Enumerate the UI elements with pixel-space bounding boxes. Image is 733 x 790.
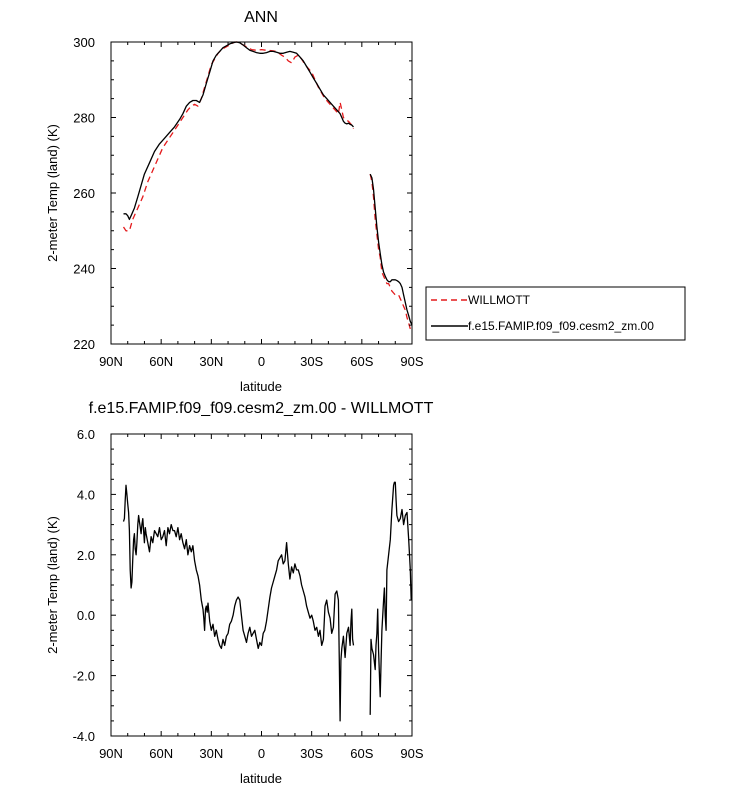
top-x-tick-label: 30S	[300, 354, 323, 369]
top-series-line-f-e15-famip-f09-f09-cesm2-zm-00	[369, 173, 413, 326]
legend-label-cesm2: f.e15.FAMIP.f09_f09.cesm2_zm.00	[468, 319, 654, 333]
top-x-ticks: 90N 60N 30N 0 30S 60S 90S	[99, 42, 424, 369]
top-y-tick-label: 240	[73, 262, 95, 277]
top-x-axis-label: latitude	[240, 379, 282, 394]
top-x-tick-label: 30N	[199, 354, 223, 369]
bot-x-tick-label: 0	[258, 746, 265, 761]
top-series-line-f-e15-famip-f09-f09-cesm2-zm-00	[123, 41, 354, 221]
top-series-line-willmott	[122, 41, 355, 232]
top-x-tick-label: 90N	[99, 354, 123, 369]
top-y-tick-label: 260	[73, 186, 95, 201]
bottom-plot-area	[122, 481, 412, 722]
bot-y-tick-label: 6.0	[77, 427, 95, 442]
bot-series-line-difference	[369, 481, 412, 715]
bot-y-tick-label: 4.0	[77, 487, 95, 502]
bot-x-tick-label: 30N	[199, 746, 223, 761]
bot-y-tick-label: 0.0	[77, 608, 95, 623]
bot-x-tick-label: 60N	[149, 746, 173, 761]
bottom-y-ticks: -4.0 -2.0 0.0 2.0 4.0 6.0	[73, 427, 412, 744]
top-x-tick-label: 0	[258, 354, 265, 369]
top-y-tick-label: 300	[73, 35, 95, 50]
bot-x-tick-label: 90N	[99, 746, 123, 761]
bot-y-tick-label: -2.0	[73, 669, 95, 684]
bottom-chart: f.e15.FAMIP.f09_f09.cesm2_zm.00 - WILLMO…	[45, 400, 434, 786]
bot-x-tick-label: 90S	[400, 746, 423, 761]
bottom-x-axis-label: latitude	[240, 771, 282, 786]
top-x-tick-label: 60N	[149, 354, 173, 369]
bot-y-tick-label: -4.0	[73, 729, 95, 744]
top-y-ticks: 220 240 260 280 300	[73, 35, 412, 352]
bot-x-tick-label: 30S	[300, 746, 323, 761]
top-y-axis-label: 2-meter Temp (land) (K)	[45, 124, 60, 262]
bottom-plot-frame	[110, 433, 413, 737]
top-x-tick-label: 60S	[350, 354, 373, 369]
top-x-tick-label: 90S	[400, 354, 423, 369]
legend: WILLMOTT f.e15.FAMIP.f09_f09.cesm2_zm.00	[425, 286, 686, 341]
legend-label-willmott: WILLMOTT	[468, 293, 531, 307]
legend-box	[425, 286, 686, 341]
bottom-y-axis-label: 2-meter Temp (land) (K)	[45, 516, 60, 654]
top-y-tick-label: 220	[73, 337, 95, 352]
bot-series-line-difference	[122, 484, 355, 722]
top-chart-title: ANN	[244, 9, 278, 26]
top-plot-area	[122, 41, 413, 330]
bottom-x-ticks: 90N 60N 30N 0 30S 60S 90S	[99, 434, 424, 761]
bottom-chart-title: f.e15.FAMIP.f09_f09.cesm2_zm.00 - WILLMO…	[89, 400, 434, 417]
bot-x-tick-label: 60S	[350, 746, 373, 761]
top-plot-frame	[110, 41, 413, 345]
top-y-tick-label: 280	[73, 111, 95, 126]
bot-y-tick-label: 2.0	[77, 548, 95, 563]
top-series-line-willmott	[369, 173, 411, 330]
